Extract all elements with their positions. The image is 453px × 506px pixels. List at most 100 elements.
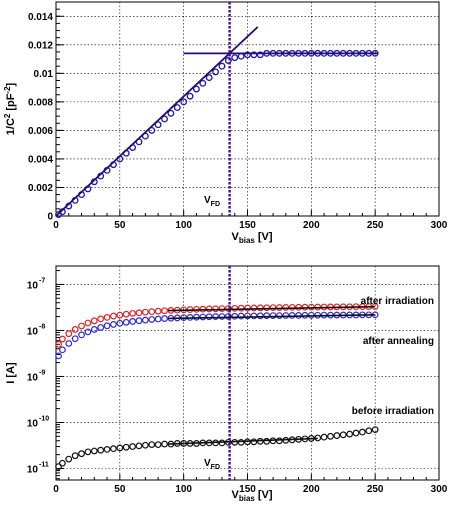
x-tick-label: 100 [175,484,192,495]
data-point [192,85,200,93]
data-point [141,308,149,316]
data-point [237,304,245,312]
y-tick-label: 10 [27,326,39,337]
x-tick-label: 300 [431,484,448,495]
current-chart: 0 50 100 150 200 250 30010-1110-1010-910-810-7… [5,265,448,503]
data-point [84,328,92,336]
y-tick-exponent: -10 [39,415,49,422]
data-point [365,427,373,435]
fit-line [168,314,376,320]
series-label-before-irradiation: before irradiation [352,406,434,417]
data-point [256,312,264,320]
fit-line [168,437,318,445]
data-point [256,51,264,59]
data-point [263,437,271,445]
data-point [154,307,162,315]
x-tick-label: 50 [114,484,126,495]
y-tick-exponent: -11 [39,461,49,468]
data-point [55,463,62,470]
data-point [161,115,168,123]
vfd-main: V [204,458,211,469]
x-tick-label: 100 [175,220,192,231]
x-tick-label: 250 [367,220,384,231]
xlabel-unit: [V] [258,231,273,243]
series-label-after-annealing: after annealing [363,336,434,347]
x-tick-label: 250 [367,484,384,495]
data-point [110,321,117,328]
capacitance-chart: 0 50 100 150 200 250 300 0 0.002 0.004 0.006 0.008 0… [3,1,448,245]
y-axis-label-top: 1/C2 [pF-2] [3,82,17,135]
data-point [65,340,73,347]
data-point [212,313,219,320]
data-point [346,430,354,438]
data-point [244,312,251,320]
data-point [65,330,73,338]
x-tick-label: 150 [239,484,256,495]
data-point [122,443,130,451]
x-tick-label: 150 [239,220,256,231]
data-point [84,319,92,327]
data-point [327,432,334,440]
data-point [205,313,213,321]
data-point [276,437,283,445]
data-point [97,446,105,454]
vfd-main: V [204,195,211,206]
data-point [288,312,296,319]
data-point [339,431,347,439]
ylabel-unit-pre: [pF [5,93,17,110]
data-point [231,304,239,312]
data-point [205,305,213,313]
data-point [320,433,328,441]
data-point [71,452,79,460]
data-point [186,92,194,100]
data-point [218,305,226,313]
data-point [250,312,258,320]
y-tick-label: 0.008 [28,97,53,108]
data-point [224,305,232,312]
xlabel-sub: bias [239,236,256,245]
data-point [129,309,137,317]
x-tick-label: 200 [303,220,320,231]
data-point [135,317,143,325]
data-point [154,315,162,323]
data-point [250,304,258,312]
data-point [269,304,277,312]
y-tick-label: 0.004 [28,154,53,165]
data-point [110,312,117,320]
data-point [205,74,213,82]
data-point [282,312,290,319]
data-point [116,311,124,319]
data-point [58,459,66,467]
data-point [288,303,296,311]
vfd-sub: FD [211,464,220,471]
y-tick-exponent: -9 [39,369,45,376]
data-point [224,312,232,320]
data-point [55,340,62,348]
y-axis-label-bottom: I [A] [5,362,17,384]
data-point [58,335,66,343]
y-tick-label: 10 [27,418,39,429]
data-point [244,304,251,312]
ylabel-unit-post: ] [5,82,17,86]
data-point [58,346,66,354]
data-point [103,313,111,321]
data-point [154,121,162,129]
vfd-sub: FD [211,201,220,208]
data-point [218,313,226,320]
y-tick-label: 0.006 [28,126,53,137]
xlabel-main: V [231,489,239,501]
ylabel-sup: 2 [3,113,12,118]
data-point [55,352,62,360]
ticks-top: 0 50 100 150 200 250 300 0 0.002 0.004 0.006 0.008 0… [28,8,448,231]
y-tick-label: 0.014 [28,12,53,23]
data-point [148,126,156,134]
x-axis-label-top: Vbias [V] [231,231,272,245]
data-point [269,312,277,320]
data-point [84,448,92,456]
data-point [103,445,111,453]
data-point [237,312,245,320]
data-point [250,438,258,446]
data-point [231,54,239,62]
data-point [135,309,143,317]
data-point [116,319,124,327]
